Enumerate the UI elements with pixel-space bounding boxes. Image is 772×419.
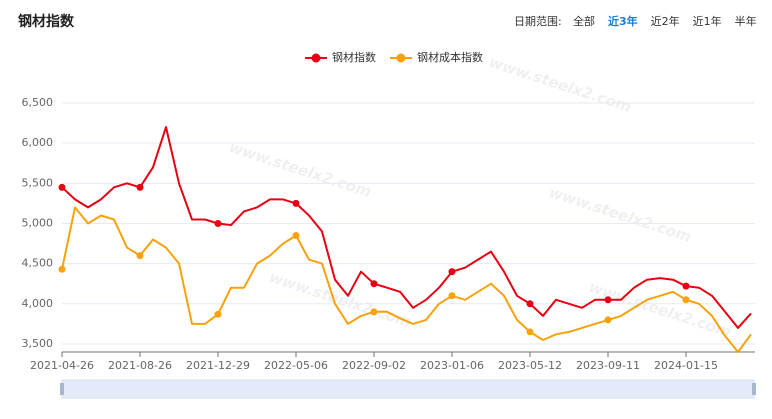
point [58,265,66,273]
y-tick-label: 5,000 [22,216,54,229]
y-tick-label: 3,500 [22,337,54,350]
point [526,328,534,336]
point [292,232,300,240]
legend-label[interactable]: 钢材指数 [332,50,376,64]
zoom-handle[interactable] [60,383,64,395]
point [448,292,456,300]
legend-label[interactable]: 钢材成本指数 [417,50,483,64]
point [214,219,222,227]
x-tick-label: 2023-09-11 [576,359,640,372]
point [604,316,612,324]
range-label: 日期范围: [514,14,562,28]
point [604,296,612,304]
watermark: www.steelx2.com [487,53,634,116]
y-tick-label: 6,000 [22,136,54,149]
point [136,252,144,260]
point [682,282,690,290]
watermark: www.steelx2.com [227,138,374,201]
x-tick-label: 2023-01-06 [420,359,484,372]
y-tick-label: 4,500 [22,257,54,270]
zoom-handle[interactable] [752,383,756,395]
range-options: 全部 近3年 近2年 近1年 半年 [573,14,757,28]
range-option[interactable]: 近1年 [693,14,722,28]
point [370,280,378,288]
page-title: 钢材指数 [18,13,75,30]
point [292,199,300,207]
x-tick-label: 2022-09-02 [342,359,406,372]
watermark: www.steelx2.com [267,268,414,331]
point [214,310,222,318]
x-tick-label: 2023-05-12 [498,359,562,372]
plot: 3,500 4,000 4,500 5,000 5,500 6,000 6,500 2021-… [22,96,755,372]
y-tick-label: 5,500 [22,176,54,189]
point [136,183,144,191]
point [682,296,690,304]
range-option[interactable]: 全部 [573,14,595,28]
legend-marker [396,53,406,63]
point [370,308,378,316]
legend-marker [311,53,321,63]
point [58,183,66,191]
range-option[interactable]: 近2年 [651,14,680,28]
zoom-window[interactable] [62,380,754,398]
range-option[interactable]: 半年 [735,14,757,28]
x-tick-label: 2021-04-26 [30,359,94,372]
y-tick-label: 4,000 [22,297,54,310]
x-tick-label: 2022-05-06 [264,359,328,372]
range-option[interactable]: 近3年 [608,14,638,28]
watermarks: www.steelx2.com www.steelx2.com www.steelx… [227,53,734,341]
x-tick-label: 2024-01-15 [654,359,718,372]
watermark: www.steelx2.com [587,278,734,341]
series-line [61,206,752,353]
x-tick-label: 2021-12-29 [186,359,250,372]
point [526,300,534,308]
legend: 钢材指数 钢材成本指数 [305,50,483,64]
x-tick-label: 2021-08-26 [108,359,172,372]
point [448,268,456,276]
watermark: www.steelx2.com [547,183,694,246]
y-tick-label: 6,500 [22,96,54,109]
series-line [61,126,752,329]
